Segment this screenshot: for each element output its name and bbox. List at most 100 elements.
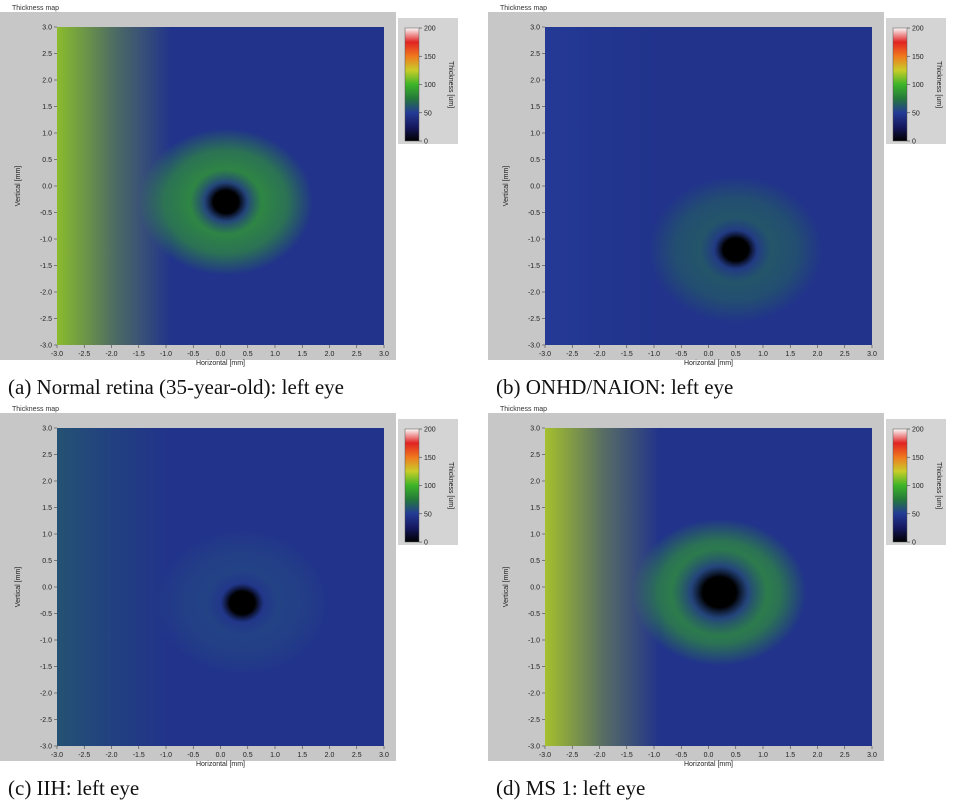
y-axis-label: Vertical [mm] xyxy=(15,567,22,608)
x-tick-label: 2.0 xyxy=(813,351,823,358)
x-tick-label: -2.5 xyxy=(78,752,90,759)
colorbar-label: Thickness [um] xyxy=(935,61,942,108)
y-tick-label: -2.5 xyxy=(528,717,540,724)
y-tick-label: 0.0 xyxy=(530,585,540,592)
panel-c: Thickness map -3.0 -2.5 -2.0 -1.5 -1.0 -0.5 0.0… xyxy=(0,401,488,803)
x-tick-label: -1.0 xyxy=(648,351,660,358)
x-tick-label: 3.0 xyxy=(379,752,389,759)
y-tick-label: 1.0 xyxy=(530,131,540,138)
x-tick-label: -1.5 xyxy=(133,752,145,759)
thickness-map-d: Thickness map -3.0 -2.5 -2.0 -1.5 -1.0 -0.5 0.0… xyxy=(488,406,946,768)
colorbar-tick-label: 200 xyxy=(424,427,436,434)
heatmap-area xyxy=(545,428,872,746)
x-tick-label: 2.0 xyxy=(325,351,335,358)
x-tick-label: 3.0 xyxy=(379,351,389,358)
colorbar-tick-label: 150 xyxy=(912,455,924,462)
y-tick-label: 1.0 xyxy=(42,131,52,138)
y-tick-label: -1.0 xyxy=(528,638,540,645)
colorbar-tick-label: 150 xyxy=(424,455,436,462)
fovea-pit xyxy=(699,216,772,283)
x-tick-label: 3.0 xyxy=(867,752,877,759)
x-tick-label: 0.5 xyxy=(243,752,253,759)
y-tick-label: 2.0 xyxy=(530,78,540,85)
x-tick-label: 1.0 xyxy=(270,752,280,759)
y-tick-label: -0.5 xyxy=(528,611,540,618)
colorbar-tick-label: 200 xyxy=(912,427,924,434)
y-tick-label: 2.5 xyxy=(530,51,540,58)
panel-title: Thickness map xyxy=(500,406,547,413)
y-tick-label: -2.5 xyxy=(40,316,52,323)
y-tick-label: 2.5 xyxy=(42,51,52,58)
x-tick-label: -0.5 xyxy=(675,351,687,358)
x-tick-label: -0.5 xyxy=(675,752,687,759)
fovea-pit xyxy=(189,169,262,235)
panel-title: Thickness map xyxy=(12,406,59,413)
x-tick-label: -3.0 xyxy=(539,351,551,358)
x-tick-label: -2.0 xyxy=(105,351,117,358)
colorbar-tick-label: 100 xyxy=(424,82,436,89)
x-tick-label: 1.5 xyxy=(297,351,307,358)
panel-caption: (b) ONHD/NAION: left eye xyxy=(496,375,734,399)
x-tick-label: -0.5 xyxy=(187,752,199,759)
y-tick-label: -1.0 xyxy=(528,237,540,244)
panel-b: Thickness map -3.0 -2.5 -2.0 -1.5 -1.0 -0.5 0.0… xyxy=(488,0,976,402)
x-tick-label: 1.5 xyxy=(785,752,795,759)
panel-caption: (a) Normal retina (35-year-old): left ey… xyxy=(8,375,344,399)
y-axis-label: Vertical [mm] xyxy=(503,567,510,608)
colorbar-tick-label: 200 xyxy=(912,26,924,33)
x-axis-label: Horizontal [mm] xyxy=(684,360,733,367)
y-tick-label: 0.5 xyxy=(530,157,540,164)
x-tick-label: 0.5 xyxy=(731,351,741,358)
x-axis-label: Horizontal [mm] xyxy=(196,761,245,768)
colorbar-tick-label: 50 xyxy=(424,110,432,117)
y-tick-label: -2.5 xyxy=(40,717,52,724)
x-tick-label: -3.0 xyxy=(51,752,63,759)
y-tick-label: -2.0 xyxy=(40,290,52,297)
y-tick-label: -3.0 xyxy=(528,744,540,751)
x-tick-label: -2.0 xyxy=(593,351,605,358)
colorbar-tick-label: 150 xyxy=(912,54,924,61)
colorbar-tick-label: 100 xyxy=(424,483,436,490)
y-tick-label: 0.0 xyxy=(530,184,540,191)
y-tick-label: 0.0 xyxy=(42,585,52,592)
y-tick-label: 2.0 xyxy=(42,78,52,85)
colorbar-tick-label: 100 xyxy=(912,82,924,89)
y-tick-label: -2.5 xyxy=(528,316,540,323)
panel-caption: (d) MS 1: left eye xyxy=(496,776,646,800)
fovea-pit xyxy=(206,570,279,636)
y-tick-label: -0.5 xyxy=(40,611,52,618)
x-tick-label: -2.5 xyxy=(566,351,578,358)
x-tick-label: -1.5 xyxy=(133,351,145,358)
x-tick-label: 0.5 xyxy=(731,752,741,759)
colorbar-tick-label: 0 xyxy=(424,139,428,146)
y-tick-label: 1.5 xyxy=(530,104,540,111)
x-tick-label: -3.0 xyxy=(539,752,551,759)
y-tick-label: -1.0 xyxy=(40,237,52,244)
thickness-map-c: Thickness map -3.0 -2.5 -2.0 -1.5 -1.0 -0.5 0.0… xyxy=(0,406,458,768)
colorbar-label: Thickness [um] xyxy=(447,61,454,108)
thickness-map-a: Thickness map -3.0 -2.5 -2.0 -1.5 -1.0 -0.5 0.0… xyxy=(0,5,458,367)
thickness-map-b: Thickness map -3.0 -2.5 -2.0 -1.5 -1.0 -0.5 0.0… xyxy=(488,5,946,367)
colorbar-label: Thickness [um] xyxy=(447,462,454,509)
colorbar-tick-label: 0 xyxy=(912,139,916,146)
panel-caption: (c) IIH: left eye xyxy=(8,776,140,800)
colorbar-tick-label: 50 xyxy=(424,511,432,518)
x-tick-label: 0.0 xyxy=(216,752,226,759)
y-tick-label: -2.0 xyxy=(528,691,540,698)
colorbar-tick-label: 50 xyxy=(912,110,920,117)
y-tick-label: 3.0 xyxy=(530,25,540,32)
heatmap-area xyxy=(57,27,384,345)
x-tick-label: -1.0 xyxy=(648,752,660,759)
y-tick-label: -1.0 xyxy=(40,638,52,645)
colorbar xyxy=(892,27,908,142)
x-tick-label: -3.0 xyxy=(51,351,63,358)
temporal-region xyxy=(545,27,660,345)
x-tick-label: -2.0 xyxy=(593,752,605,759)
x-tick-label: 1.0 xyxy=(758,752,768,759)
x-tick-label: 2.5 xyxy=(840,351,850,358)
colorbar-tick-label: 0 xyxy=(912,540,916,547)
y-tick-label: 0.5 xyxy=(42,558,52,565)
colorbar xyxy=(892,428,908,543)
y-tick-label: 3.0 xyxy=(42,426,52,433)
y-axis-label: Vertical [mm] xyxy=(503,166,510,207)
